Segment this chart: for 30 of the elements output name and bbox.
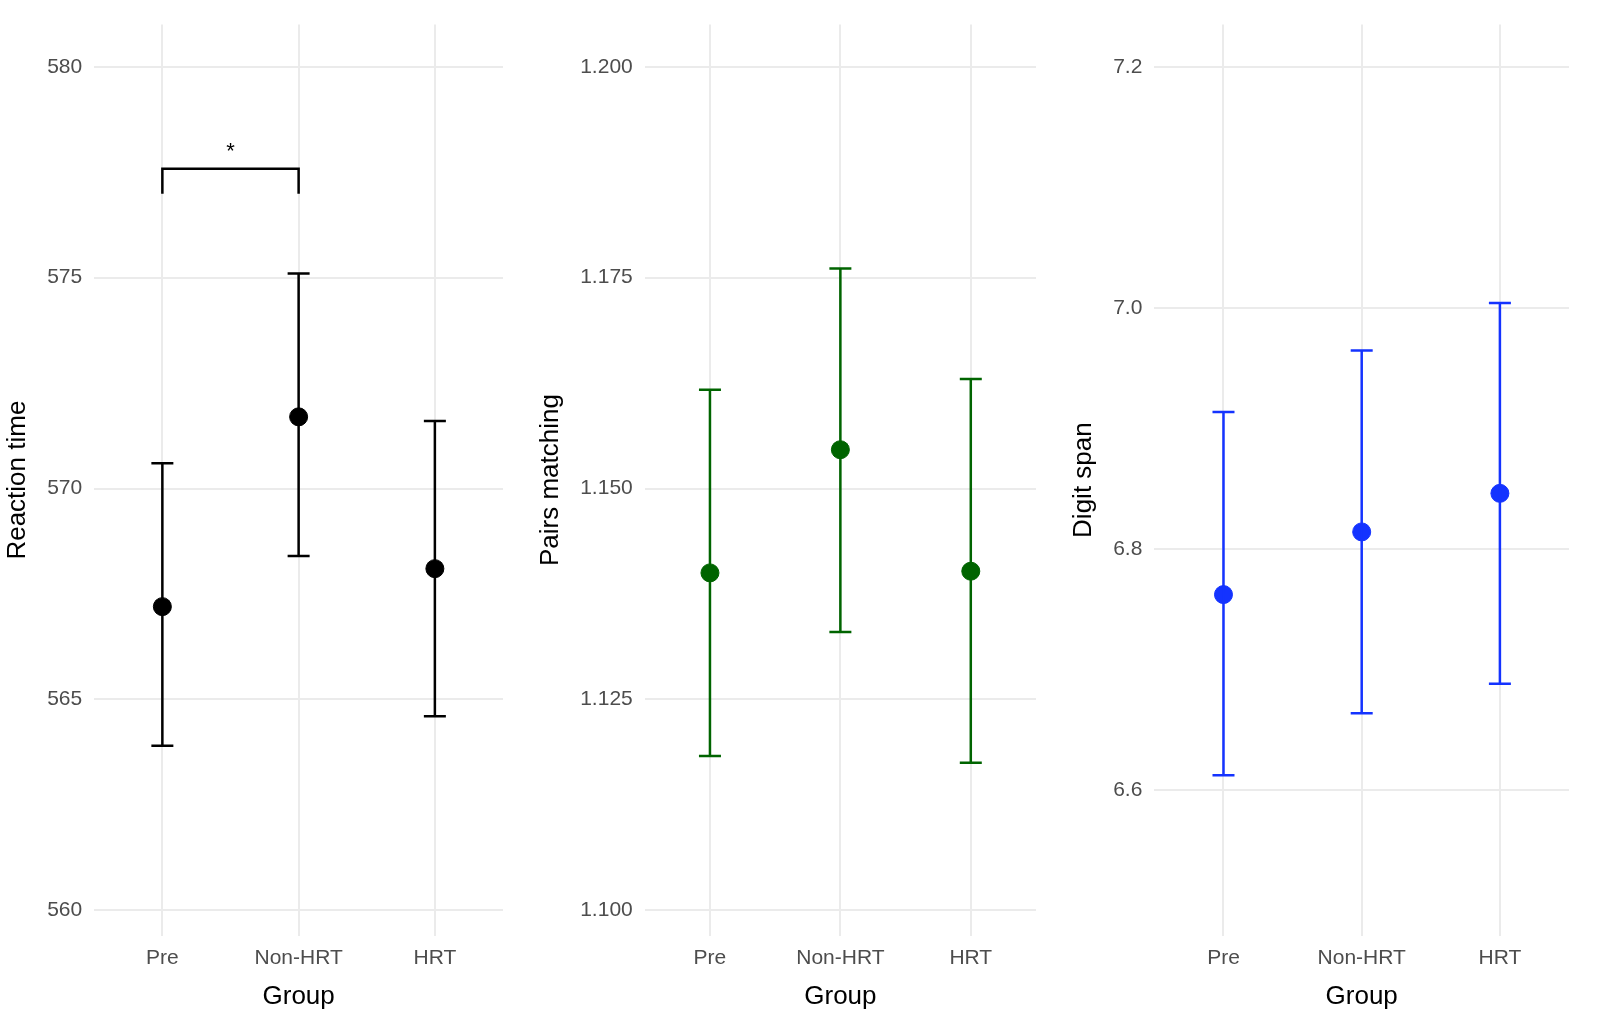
x-axis-title: Group — [262, 979, 335, 1010]
y-tick-label: 580 — [47, 53, 83, 77]
x-tick-label: Non-HRT — [254, 945, 343, 968]
y-tick-label: 6.8 — [1113, 535, 1143, 559]
x-tick-label: Pre — [146, 945, 179, 968]
x-tick-label: Non-HRT — [1317, 945, 1407, 968]
y-tick-label: 7.0 — [1113, 294, 1143, 318]
y-axis-title: Digit span — [1066, 422, 1097, 538]
y-tick-label: 1.100 — [580, 897, 633, 921]
y-tick-label: 6.6 — [1113, 776, 1143, 800]
y-tick-label: 1.175 — [580, 264, 633, 288]
y-axis-title: Reaction time — [0, 400, 31, 560]
x-axis-title: Group — [1325, 979, 1398, 1010]
annotation: * — [226, 137, 236, 163]
x-tick-label: HRT — [1478, 945, 1522, 968]
y-tick-label: 565 — [47, 686, 83, 710]
y-tick-label: 560 — [47, 897, 83, 921]
y-tick-label: 1.125 — [580, 686, 633, 710]
y-tick-label: 1.200 — [580, 53, 633, 77]
x-tick-label: Non-HRT — [796, 945, 885, 968]
y-tick-label: 570 — [47, 475, 83, 499]
y-tick-label: 7.2 — [1113, 53, 1143, 77]
x-tick-label: Pre — [1207, 945, 1240, 968]
y-tick-label: 575 — [47, 264, 83, 288]
x-axis-title: Group — [804, 979, 877, 1010]
y-tick-label: 1.150 — [580, 475, 633, 499]
y-axis-title: Pairs matching — [533, 394, 564, 567]
x-tick-label: HRT — [949, 945, 993, 968]
x-tick-label: Pre — [693, 945, 727, 968]
x-tick-label: HRT — [413, 945, 457, 968]
